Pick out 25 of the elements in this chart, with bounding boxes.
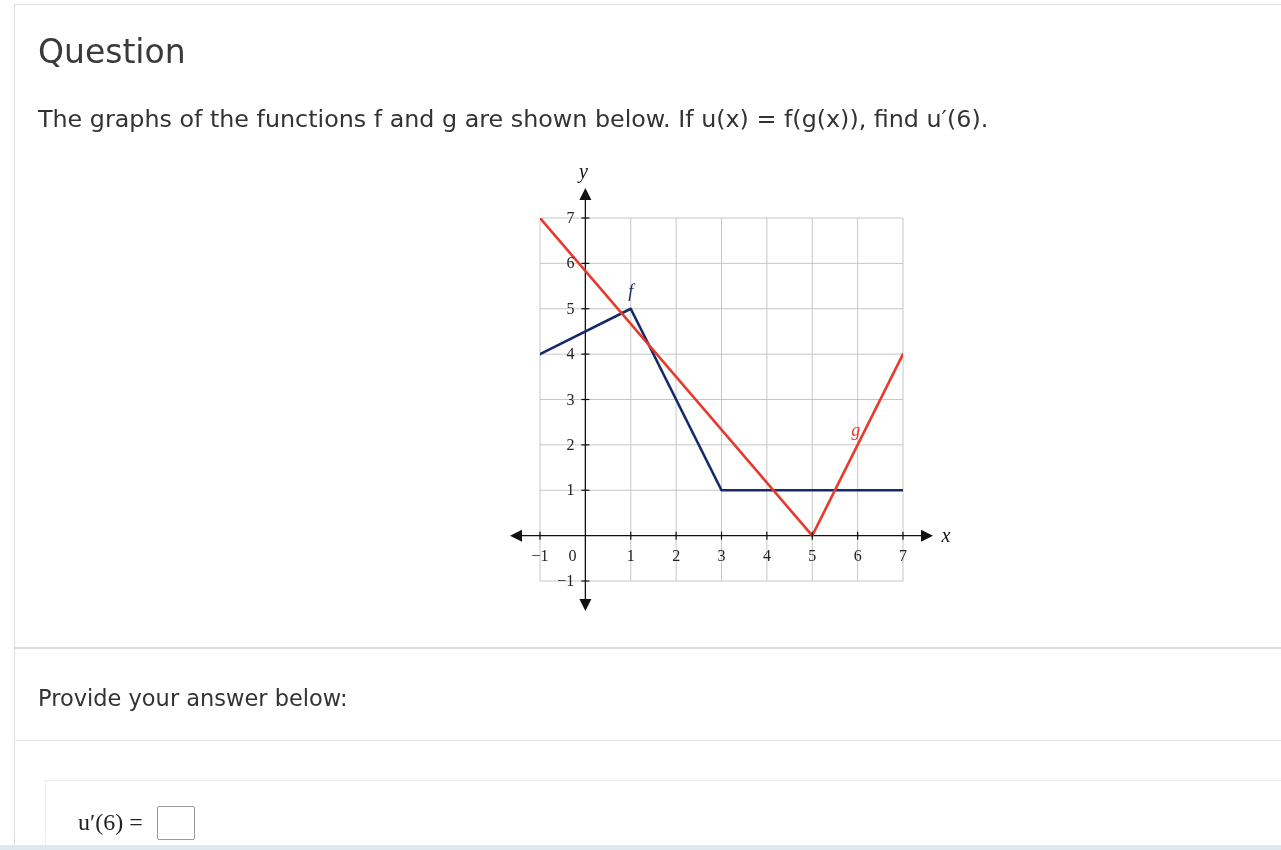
y-tick-label: 1 — [566, 481, 575, 499]
x-tick-label: 3 — [717, 546, 726, 564]
y-tick-label: 3 — [566, 390, 575, 408]
y-tick-label: 7 — [566, 209, 575, 226]
x-axis-title: x — [940, 523, 951, 546]
text: Provide your answer below: — [38, 684, 348, 712]
y-tick-label: 2 — [566, 435, 575, 453]
y-tick-label: 5 — [566, 299, 575, 317]
x-tick-label: 4 — [762, 546, 771, 564]
text: Question — [38, 31, 186, 73]
x-tick-label: 2 — [672, 546, 681, 564]
y-tick-label: −1 — [557, 572, 575, 589]
x-tick-label: 5 — [808, 546, 817, 564]
x-tick-label: 6 — [853, 546, 862, 564]
x-tick-label: 1 — [626, 546, 635, 564]
y-axis-title: y — [576, 160, 588, 183]
x-tick-label: 7 — [899, 546, 907, 564]
x-tick-label: 0 — [568, 546, 577, 564]
y-tick-label: 4 — [566, 345, 575, 363]
x-tick-label: −1 — [531, 546, 549, 564]
y-tick-label: 6 — [566, 254, 575, 272]
series-label: f — [628, 280, 637, 301]
text: u′(6) = — [78, 808, 143, 836]
series-label: g — [851, 419, 861, 440]
chart-subtitle: The graphs of the functions f and g are shown below. If u(x) = f(g(x)), find u′(6). — [38, 104, 989, 134]
